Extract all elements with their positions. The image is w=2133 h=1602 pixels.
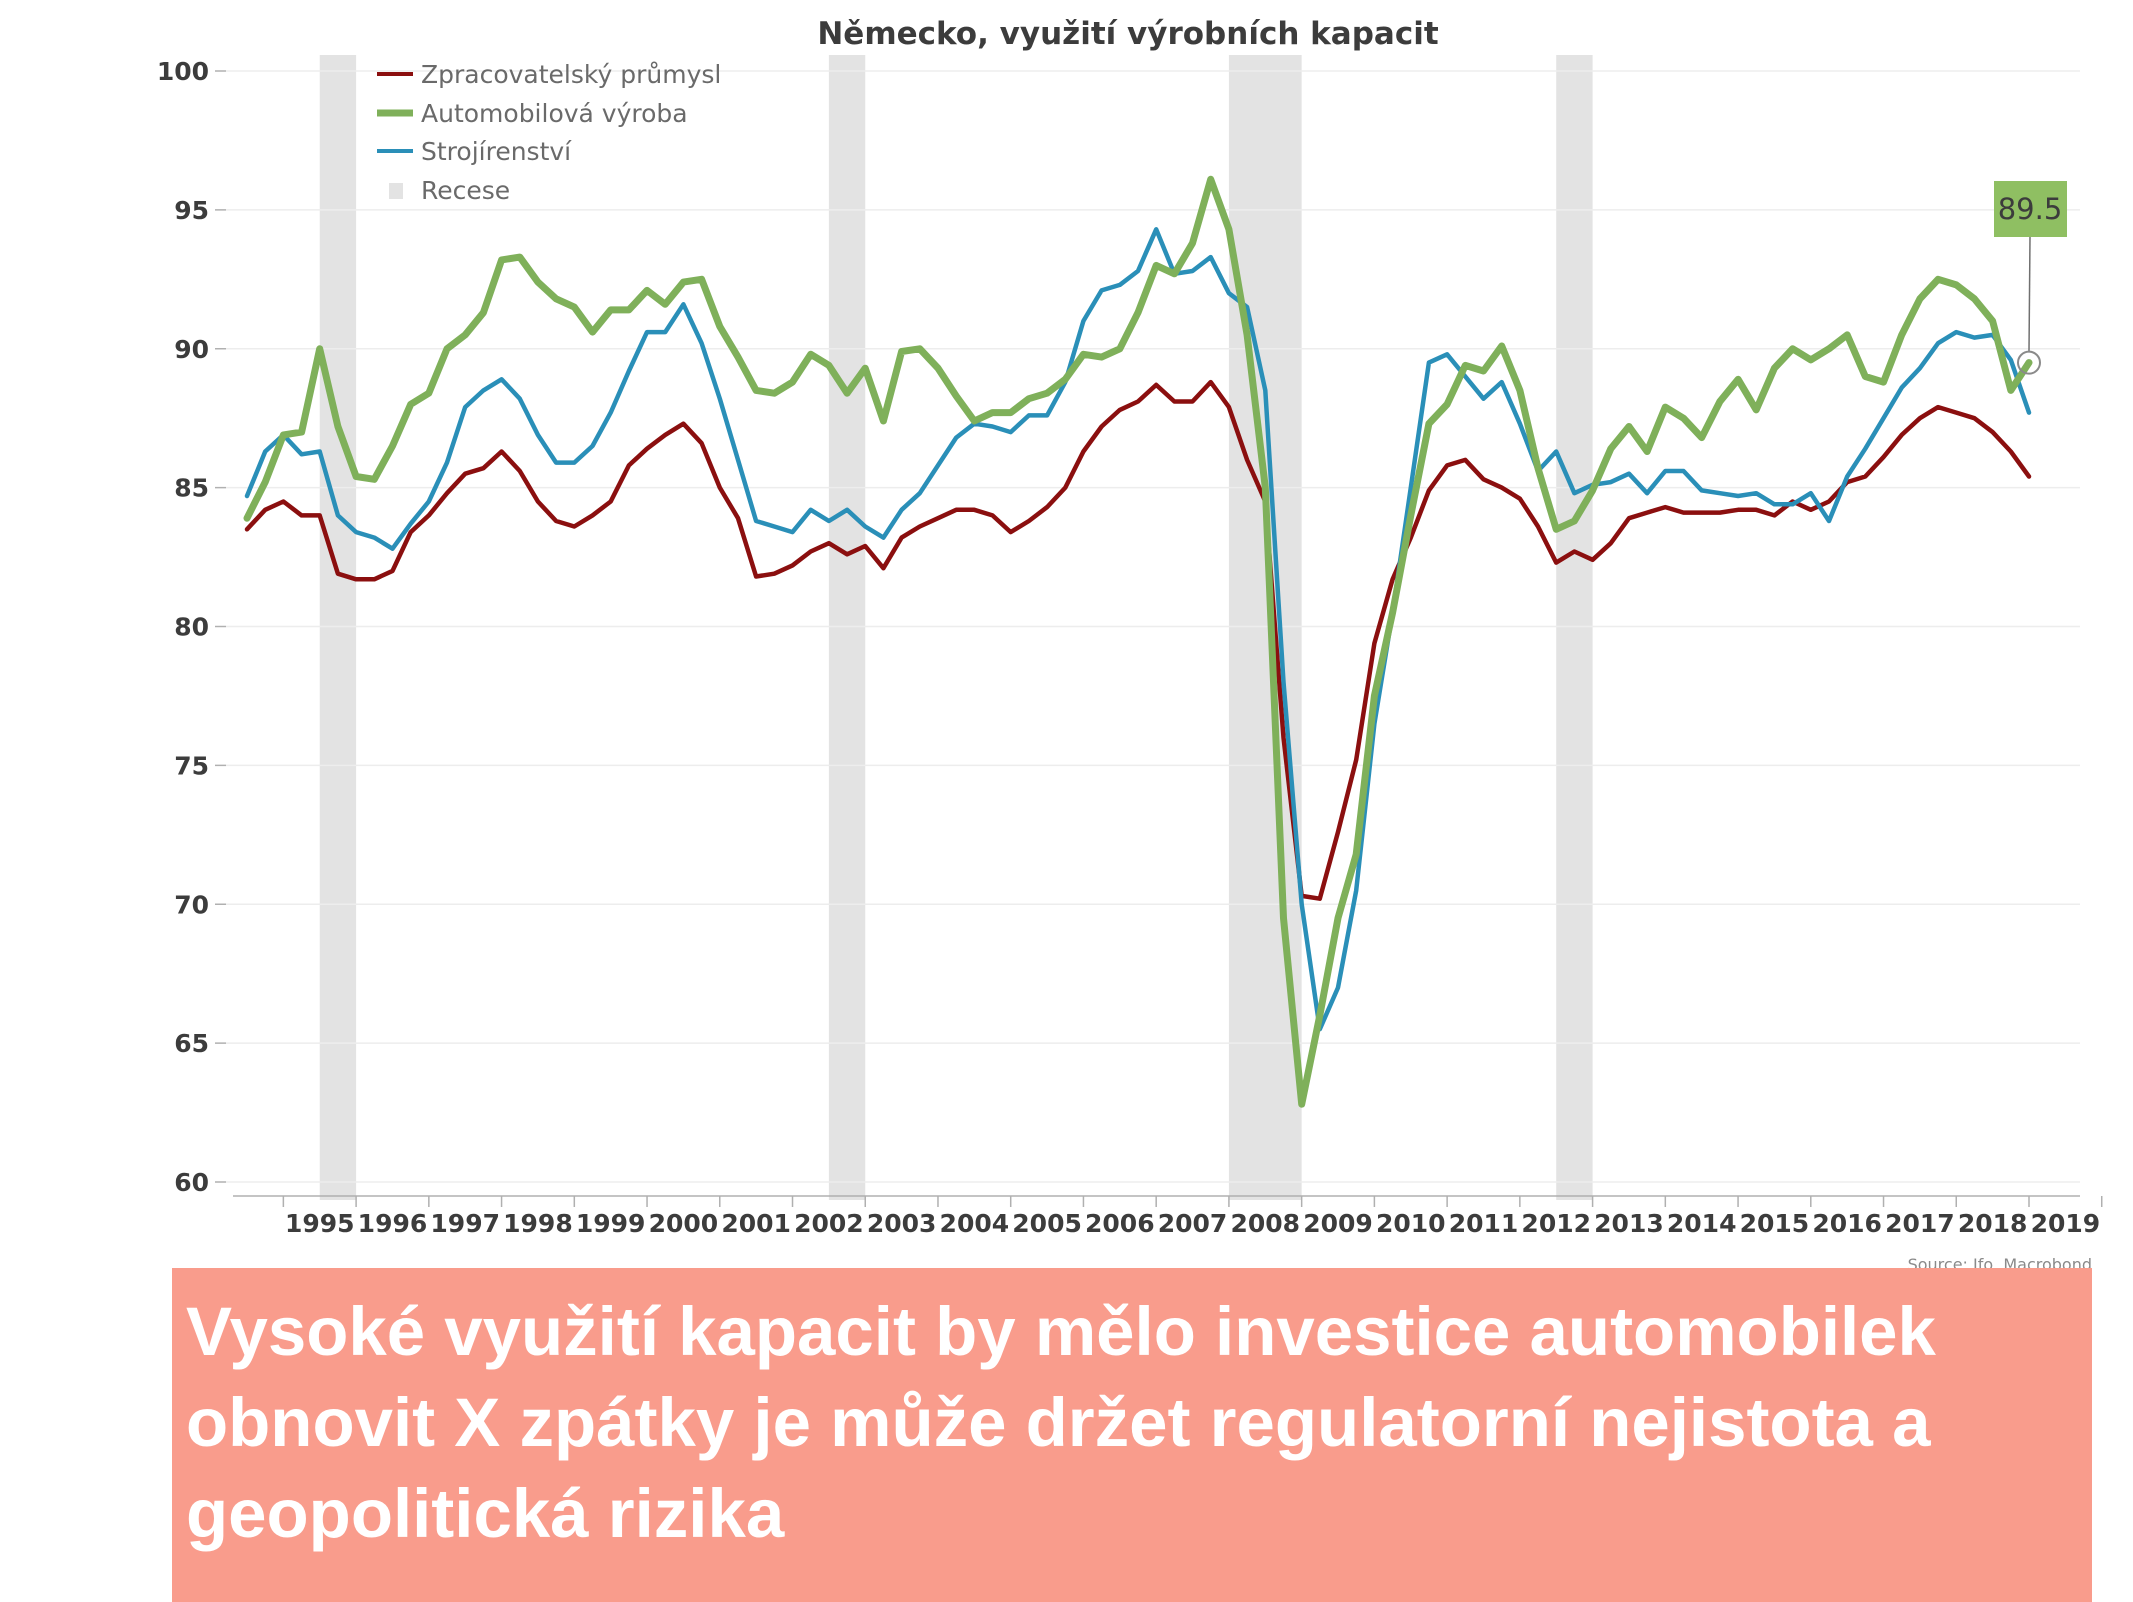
- xtick-label-2008: 2008: [1230, 1209, 1300, 1238]
- ytick-label-75: 75: [174, 751, 209, 780]
- chart-title: Německo, využití výrobních kapacit: [817, 16, 1438, 52]
- ytick-label-60: 60: [174, 1168, 209, 1197]
- caption-text: Vysoké využití kapacit by mělo investice…: [186, 1293, 1936, 1552]
- recession-band-2: [1228, 55, 1302, 1200]
- value-callout: 89.5: [1994, 181, 2067, 375]
- series-line-1: [243, 175, 2033, 1108]
- series-lines: [243, 175, 2033, 1108]
- xtick-label-2001: 2001: [721, 1209, 791, 1238]
- xtick-label-2009: 2009: [1303, 1209, 1373, 1238]
- legend-label-zpracovatelsky: Zpracovatelský průmysl: [421, 60, 721, 89]
- ytick-label-95: 95: [174, 196, 209, 225]
- legend-swatch-recese: [389, 183, 403, 199]
- xtick-label-2019: 2019: [2031, 1209, 2101, 1238]
- ytick-label-70: 70: [174, 890, 209, 919]
- xtick-label-2011: 2011: [1449, 1209, 1519, 1238]
- ytick-label-100: 100: [157, 57, 209, 86]
- xtick-label-2012: 2012: [1521, 1209, 1591, 1238]
- ytick-label-80: 80: [174, 613, 209, 642]
- xtick-label-2013: 2013: [1594, 1209, 1664, 1238]
- xtick-label-2005: 2005: [1012, 1209, 1082, 1238]
- xtick-label-2004: 2004: [940, 1209, 1010, 1238]
- xtick-label-1996: 1996: [358, 1209, 428, 1238]
- xtick-label-2018: 2018: [1958, 1209, 2028, 1238]
- recession-band-3: [1556, 55, 1593, 1200]
- xtick-label-2003: 2003: [867, 1209, 937, 1238]
- legend-label-recese: Recese: [421, 176, 510, 205]
- callout-value: 89.5: [1998, 192, 2063, 226]
- xtick-label-2014: 2014: [1667, 1209, 1737, 1238]
- legend: Zpracovatelský průmysl Automobilová výro…: [377, 60, 721, 205]
- recession-band-0: [319, 55, 357, 1200]
- xtick-label-1999: 1999: [576, 1209, 646, 1238]
- xtick-label-1997: 1997: [430, 1209, 500, 1238]
- gridlines: [226, 70, 2080, 1183]
- legend-label-automobilova: Automobilová výroba: [421, 99, 688, 128]
- xtick-label-2015: 2015: [1740, 1209, 1810, 1238]
- xtick-label-2017: 2017: [1885, 1209, 1955, 1238]
- xtick-label-2000: 2000: [649, 1209, 719, 1238]
- xtick-label-2007: 2007: [1158, 1209, 1228, 1238]
- callout-marker: [2016, 350, 2041, 375]
- xtick-label-2006: 2006: [1085, 1209, 1155, 1238]
- xtick-label-2010: 2010: [1376, 1209, 1446, 1238]
- callout-box: [1994, 181, 2067, 237]
- caption-banner: Vysoké využití kapacit by mělo investice…: [172, 1268, 2092, 1602]
- series-line-0: [244, 379, 2032, 901]
- xtick-label-1995: 1995: [285, 1209, 355, 1238]
- recession-bands: [319, 55, 1593, 1200]
- legend-label-strojirenstvi: Strojírenství: [421, 137, 572, 166]
- ytick-label-85: 85: [174, 474, 209, 503]
- xtick-label-2002: 2002: [794, 1209, 864, 1238]
- xtick-label-1998: 1998: [503, 1209, 573, 1238]
- recession-band-1: [828, 55, 866, 1200]
- series-line-2: [244, 227, 2032, 1032]
- ytick-label-65: 65: [174, 1029, 209, 1058]
- ytick-label-90: 90: [174, 335, 209, 364]
- callout-leader-line: [2028, 236, 2031, 352]
- xtick-label-2016: 2016: [1812, 1209, 1882, 1238]
